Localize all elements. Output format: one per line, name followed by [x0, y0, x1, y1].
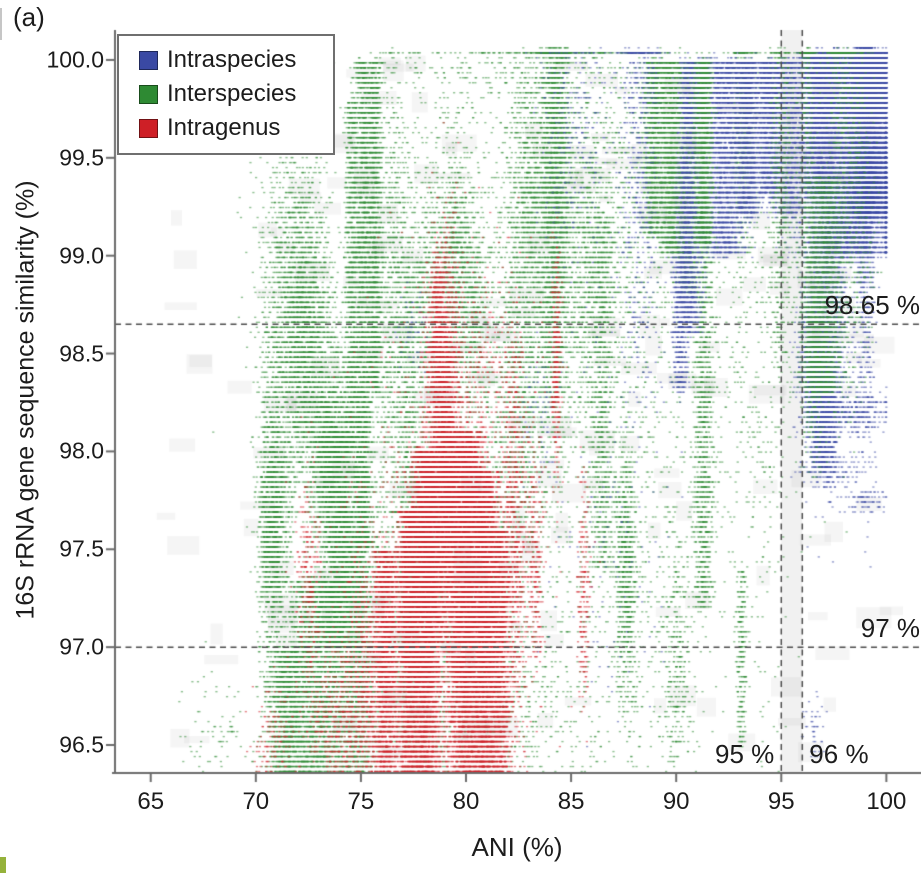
legend-label: Intragenus — [167, 114, 281, 141]
x-tick-label: 75 — [347, 788, 375, 815]
page-edge-artifact — [0, 8, 2, 40]
legend-item-intraspecies: Intraspecies — [139, 43, 333, 77]
legend-item-intragenus: Intragenus — [139, 111, 333, 145]
x-tick-label: 80 — [452, 788, 480, 815]
interspecies-swatch-icon — [139, 84, 158, 104]
threshold-label-96-percent: 96 % — [809, 739, 869, 769]
y-tick-label: 98.0 — [59, 437, 104, 464]
intragenus-swatch-icon — [139, 118, 158, 138]
y-tick-label: 97.0 — [59, 633, 104, 660]
legend: Intraspecies Interspecies Intragenus — [117, 34, 335, 155]
x-axis-title: ANI (%) — [471, 832, 563, 862]
threshold-label-97-percent: 97 % — [860, 613, 920, 644]
y-tick-label: 98.5 — [59, 340, 104, 367]
y-tick-label: 99.5 — [59, 144, 104, 171]
legend-label: Intraspecies — [167, 46, 297, 73]
y-tick-label: 96.5 — [59, 731, 104, 758]
y-axis-title: 16S rRNA gene sequence similarity (%) — [11, 180, 40, 620]
y-tick-label: 97.5 — [59, 535, 104, 562]
x-tick-label: 95 — [767, 788, 795, 815]
legend-label: Interspecies — [167, 80, 297, 107]
x-tick-label: 100 — [866, 788, 907, 815]
y-tick-label: 99.0 — [59, 242, 104, 269]
panel-label: (a) — [13, 2, 45, 32]
figure-corner-mark — [0, 857, 6, 873]
threshold-label-95-percent: 95 % — [715, 739, 775, 769]
x-tick-label: 85 — [557, 788, 585, 815]
x-tick-label: 65 — [137, 788, 165, 815]
legend-item-interspecies: Interspecies — [139, 77, 333, 111]
threshold-label-98-65-percent: 98.65 % — [824, 290, 920, 321]
intraspecies-swatch-icon — [139, 50, 158, 70]
x-tick-label: 90 — [662, 788, 690, 815]
y-tick-label: 100.0 — [46, 46, 104, 73]
x-tick-label: 70 — [242, 788, 270, 815]
